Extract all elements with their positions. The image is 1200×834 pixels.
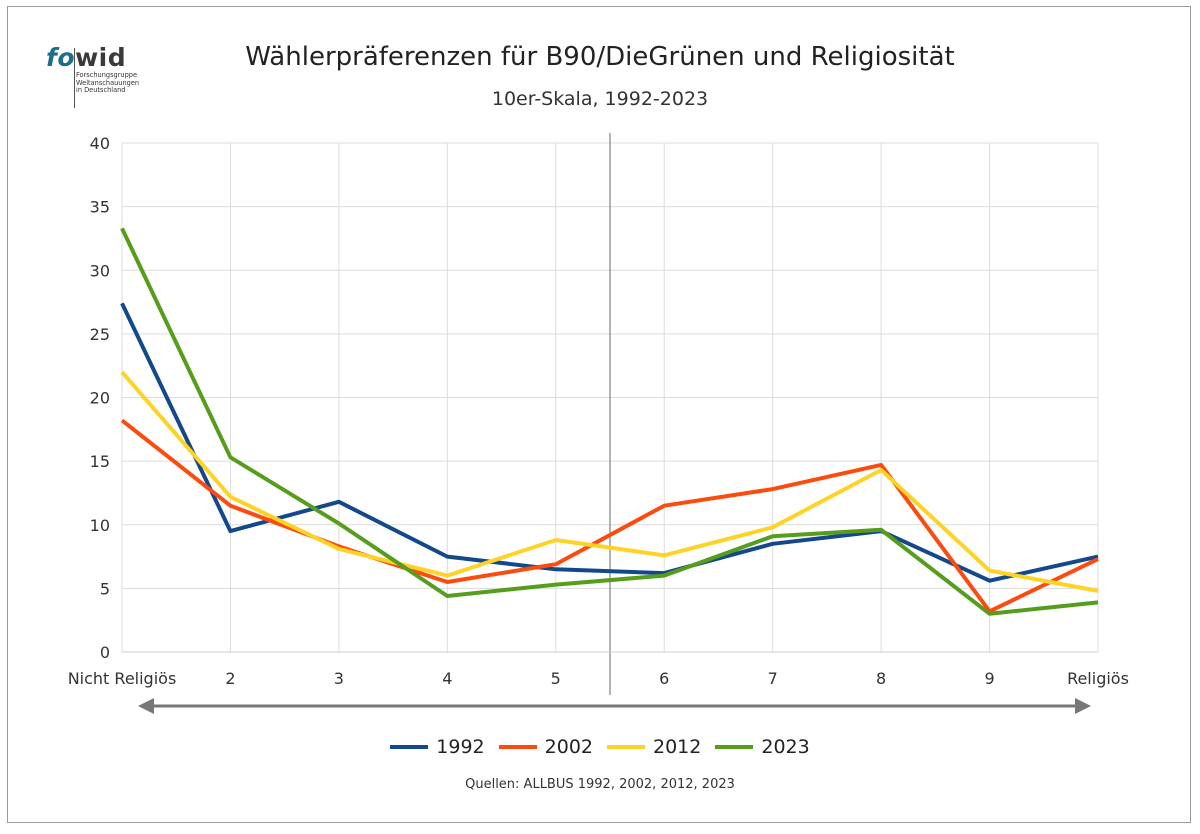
x-tick-label: 2 [225,669,235,688]
y-tick-label: 0 [100,643,110,662]
legend-label: 2012 [653,736,702,758]
x-tick-label: 7 [768,669,778,688]
x-tick-label: 3 [334,669,344,688]
logo-divider [74,48,75,108]
logo-subtitle: Forschungsgruppe Weltanschauungen in Deu… [76,71,140,95]
x-tick-label: 8 [876,669,886,688]
series-line-2002 [120,418,1099,614]
x-tick-label: 4 [442,669,452,688]
legend-item-1992: 1992 [390,736,485,758]
legend-label: 2002 [544,736,593,758]
series-line-1992 [120,302,1099,583]
legend-item-2012: 2012 [607,736,701,758]
x-tick-label: 5 [551,669,561,688]
x-tick-label: 6 [659,669,669,688]
y-tick-label: 30 [90,261,110,280]
y-tick-label: 20 [90,389,110,408]
y-tick-label: 25 [90,325,110,344]
x-tick-label: Religiös [1067,669,1129,688]
y-tick-label: 10 [90,516,110,535]
x-tick-label: Nicht Religiös [68,669,177,688]
legend-swatch [715,745,754,749]
y-tick-label: 15 [90,452,110,471]
chart-subtitle: 10er-Skala, 1992-2023 [491,88,709,110]
series-line-2023 [120,227,1099,616]
legend-swatch [498,745,537,749]
chart-frame [7,6,1191,823]
legend-swatch [607,745,645,749]
fowid-logo: fowid Forschungsgruppe Weltanschauungen … [46,44,156,114]
logo-wordmark: fowid [46,43,127,72]
legend-label: 1992 [436,736,485,758]
legend-item-2002: 2002 [498,736,593,758]
legend-item-2023: 2023 [715,736,810,758]
series-line-2012 [120,370,1099,593]
legend-label: 2023 [761,736,810,758]
y-tick-label: 35 [90,198,110,217]
y-tick-label: 40 [90,134,110,153]
scale-arrow-right-head [1075,698,1091,714]
chart-title: Wählerpräferenzen für B90/DieGrünen und … [245,42,955,72]
y-tick-label: 5 [100,579,110,598]
source-note: Quellen: ALLBUS 1992, 2002, 2012, 2023 [465,777,735,792]
x-tick-label: 9 [984,669,994,688]
chart-legend: 1992 2002 2012 2023 [0,736,1200,758]
legend-swatch [390,745,429,749]
scale-arrow-left-head [138,698,154,714]
